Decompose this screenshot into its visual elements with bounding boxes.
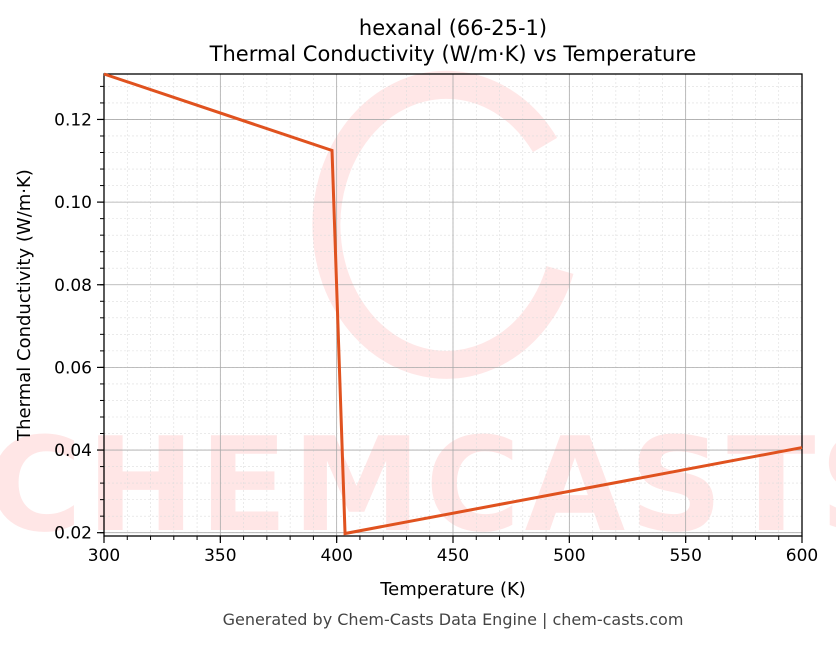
svg-text:CHEMCASTS: CHEMCASTS <box>0 409 836 561</box>
y-tick-label: 0.04 <box>54 441 92 461</box>
x-tick-label: 350 <box>204 546 236 566</box>
x-tick-label: 550 <box>669 546 701 566</box>
chart-subtitle: Thermal Conductivity (W/m·K) vs Temperat… <box>209 42 697 66</box>
x-tick-label: 400 <box>320 546 352 566</box>
series-line <box>103 72 803 536</box>
y-axis-label: Thermal Conductivity (W/m·K) <box>14 169 35 442</box>
x-tick-label: 300 <box>88 546 120 566</box>
y-tick-label: 0.02 <box>54 524 92 544</box>
y-tick-label: 0.08 <box>54 276 92 296</box>
plot-frame <box>103 73 803 537</box>
chart-title: hexanal (66-25-1) <box>359 16 547 40</box>
x-tick-label: 600 <box>786 546 818 566</box>
y-tick-label: 0.06 <box>54 358 92 378</box>
x-tick-label: 500 <box>553 546 585 566</box>
watermark: CHEMCASTS <box>0 70 836 561</box>
y-tick-label: 0.10 <box>54 193 92 213</box>
footer: Generated by Chem-Casts Data Engine | ch… <box>223 610 684 629</box>
x-tick-label: 450 <box>437 546 469 566</box>
x-axis-label: Temperature (K) <box>379 579 526 600</box>
y-tick-label: 0.12 <box>54 110 92 130</box>
